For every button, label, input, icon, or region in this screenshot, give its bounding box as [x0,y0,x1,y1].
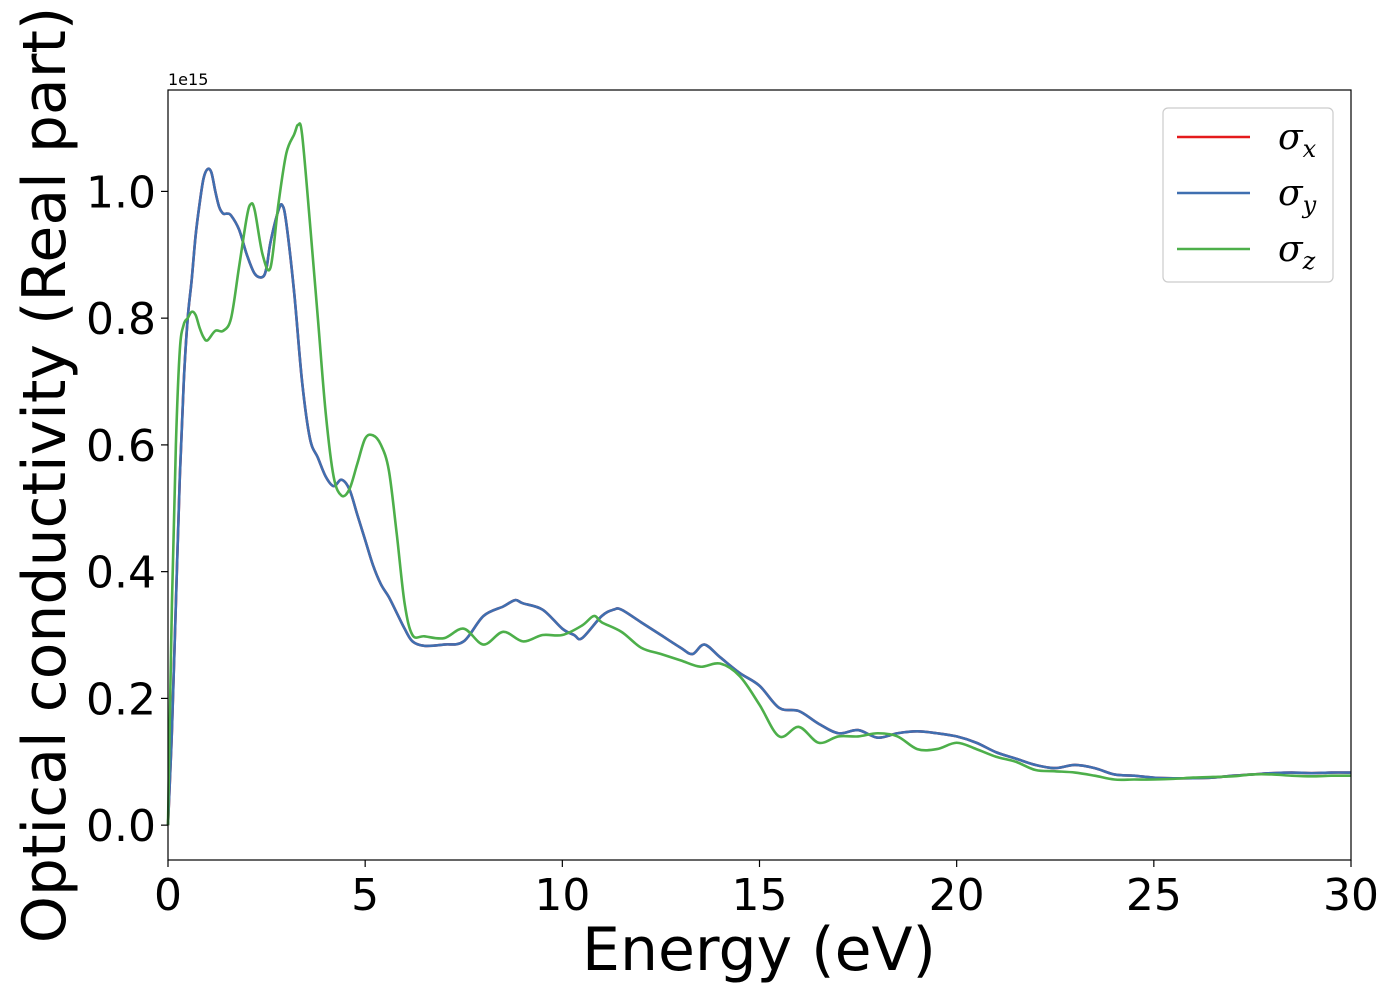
legend-subscript: y [1302,191,1317,219]
x-tick-label: 5 [351,870,379,921]
legend-box [1162,107,1334,283]
x-tick-label: 15 [732,870,788,921]
legend-symbol: σ [1278,173,1304,214]
y-tick-label: 0.4 [86,548,156,599]
legend-label-x: σx [1278,117,1317,163]
y-axis-title: Optical conductivity (Real part) [10,7,80,944]
series-line-y [166,167,1352,826]
y-offset-label: 1e15 [168,70,208,89]
y-tick-label: 0.8 [86,294,156,345]
y-tick-label: 0.6 [86,421,156,472]
x-axis-title: Energy (eV) [582,915,936,985]
legend-symbol: σ [1278,229,1304,270]
x-tick-label: 20 [929,870,985,921]
legend-label-z: σz [1278,229,1316,275]
x-axis: 0 5 10 15 20 25 30 [154,860,1379,921]
x-tick-label: 30 [1323,870,1379,921]
y-tick-label: 0.0 [86,801,156,852]
series-layer [166,122,1352,826]
x-tick-label: 0 [154,870,182,921]
x-tick-label: 25 [1126,870,1182,921]
legend-label-y: σy [1278,173,1317,219]
series-line-z [166,122,1352,826]
x-tick-label: 10 [534,870,590,921]
legend-subscript: x [1303,135,1317,163]
legend-symbol: σ [1278,117,1304,158]
y-axis: 0.0 0.2 0.4 0.6 0.8 1.0 [86,167,168,852]
y-tick-label: 1.0 [86,167,156,218]
y-tick-label: 0.2 [86,674,156,725]
legend-subscript: z [1302,247,1316,275]
